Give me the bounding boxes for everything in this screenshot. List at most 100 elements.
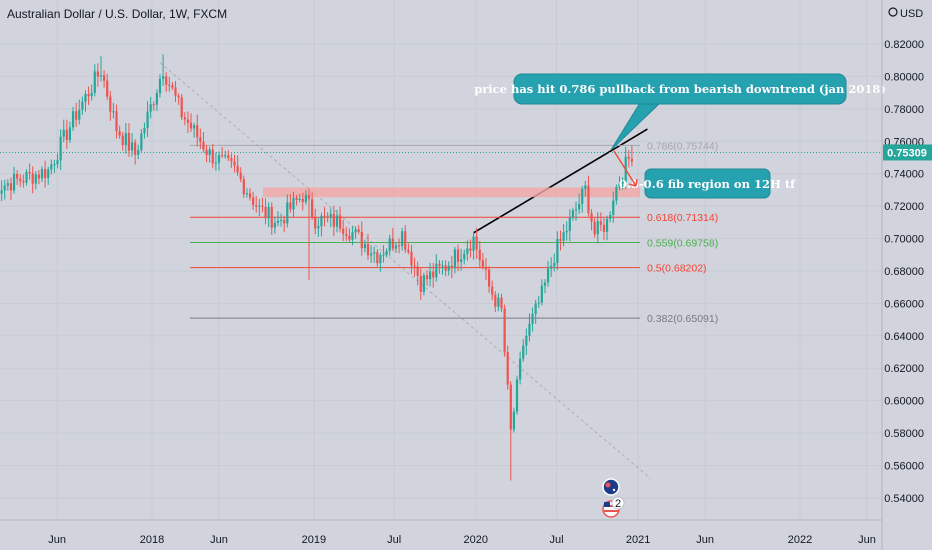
badge-count: 2 (615, 498, 621, 510)
fib-zone (263, 187, 640, 198)
x-tick-label: 2020 (464, 534, 488, 546)
candle (469, 239, 472, 258)
candle (289, 194, 292, 213)
candle (161, 54, 165, 87)
trendline (473, 128, 648, 234)
candle (627, 150, 630, 168)
candle (267, 202, 270, 227)
candle (258, 199, 261, 217)
candle (484, 258, 488, 280)
candle (385, 248, 388, 258)
candle (410, 244, 413, 274)
x-tick-label: Jun (210, 534, 228, 546)
candle (130, 132, 134, 157)
callout-786-text: price has hit 0.786 pullback from bearis… (474, 82, 886, 96)
candle (28, 163, 31, 180)
callout-786[interactable]: price has hit 0.786 pullback from bearis… (474, 73, 886, 151)
candle (295, 194, 298, 206)
candle (165, 72, 168, 92)
candle (224, 150, 227, 159)
candle (546, 260, 550, 287)
callout-fib-region[interactable]: 0.5-0.6 fib region on 12H tf (619, 168, 796, 199)
candle (242, 175, 245, 198)
candle (478, 240, 481, 269)
candle (565, 221, 568, 241)
settings-gear-icon[interactable] (888, 7, 898, 17)
candle (102, 69, 106, 88)
x-tick-label: 2021 (626, 534, 650, 546)
candle (239, 167, 242, 183)
candle (93, 64, 96, 97)
candle (491, 280, 494, 301)
candle (90, 84, 93, 101)
candle (124, 123, 127, 154)
candle (286, 194, 289, 228)
candle (500, 293, 503, 312)
candle (354, 226, 357, 240)
candle (519, 351, 522, 385)
candle (81, 96, 84, 115)
candle (279, 213, 283, 227)
candle (155, 89, 158, 111)
candle (22, 174, 25, 188)
candle (382, 245, 385, 263)
candle (373, 246, 376, 263)
y-tick-label: 0.78000 (884, 104, 924, 116)
candle (214, 152, 217, 171)
candle (96, 63, 99, 87)
candle (186, 111, 190, 134)
candle (528, 313, 531, 342)
candle (115, 104, 118, 139)
candle (276, 211, 280, 227)
candle (174, 81, 177, 102)
candle (388, 234, 391, 256)
candle (99, 56, 103, 82)
candle (522, 338, 525, 362)
candle (236, 155, 239, 176)
y-tick-label: 0.54000 (884, 493, 924, 505)
candle (220, 146, 224, 158)
candle (109, 90, 112, 121)
candle (304, 190, 308, 205)
candle (40, 166, 44, 183)
candle (329, 208, 332, 228)
candle (481, 253, 484, 270)
candle (407, 243, 410, 255)
arrow-down-icon (613, 150, 638, 187)
candle (205, 144, 208, 163)
candle (75, 102, 78, 127)
candle (44, 160, 47, 188)
australia-flag-icon[interactable] (602, 478, 620, 496)
candle (252, 191, 255, 211)
svg-text:0.75309: 0.75309 (887, 147, 927, 159)
candle (121, 131, 124, 151)
candle (233, 154, 236, 173)
candle (531, 307, 534, 332)
candle (301, 192, 304, 211)
y-tick-label: 0.68000 (884, 266, 924, 278)
candle (370, 245, 373, 263)
candle (19, 174, 22, 187)
candle (559, 230, 562, 251)
candle (401, 227, 404, 251)
fib-level-label: 0.5(0.68202) (647, 263, 707, 275)
y-tick-label: 0.80000 (884, 71, 924, 83)
currency-label: USD (900, 8, 923, 20)
usa-flag-icon[interactable]: 2 (602, 496, 625, 518)
candle (540, 279, 543, 306)
candle (9, 177, 13, 201)
candle (556, 231, 559, 271)
candle (326, 212, 329, 223)
candle (612, 191, 615, 223)
candle (562, 224, 565, 247)
fib-level-label: 0.382(0.65091) (647, 313, 718, 325)
candle (34, 171, 37, 190)
callout-fib-region-text: 0.5-0.6 fib region on 12H tf (619, 177, 796, 191)
candle (292, 191, 295, 218)
candle (630, 145, 634, 167)
candle (568, 209, 571, 242)
candlesticks (0, 54, 634, 481)
candle (65, 119, 68, 149)
